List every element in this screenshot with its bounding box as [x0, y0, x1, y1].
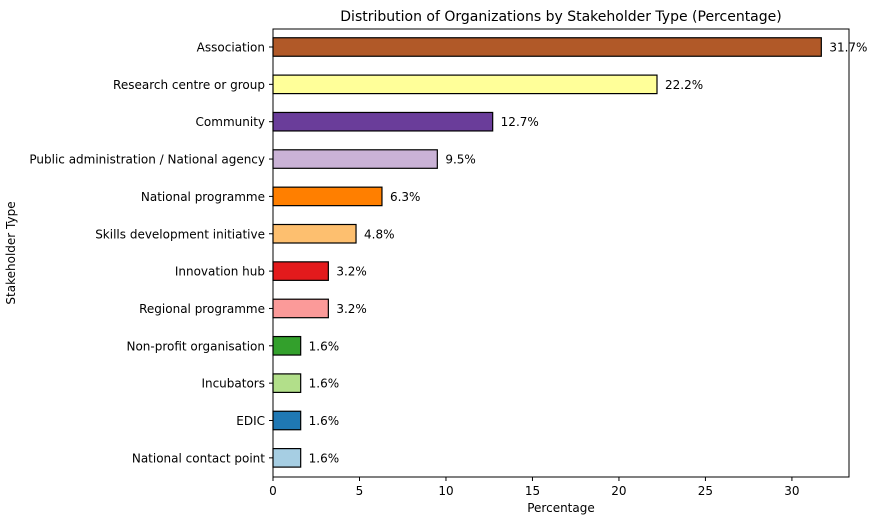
y-tick-label: Research centre or group [113, 78, 265, 92]
bar [272, 298, 329, 319]
data-label: 1.6% [309, 451, 340, 465]
y-tick-label: Skills development initiative [95, 227, 265, 241]
data-label: 31.7% [829, 41, 867, 55]
bar [272, 223, 357, 244]
bar [272, 149, 438, 169]
chart-title: Distribution of Organizations by Stakeho… [340, 9, 781, 25]
bar [272, 37, 822, 57]
bar [272, 261, 329, 281]
x-tick-label: 5 [356, 484, 364, 498]
data-label: 12.7% [501, 115, 539, 129]
y-tick-label: Regional programme [139, 302, 265, 316]
y-tick-label: National contact point [132, 451, 265, 465]
data-label: 22.2% [665, 78, 703, 92]
data-label: 3.2% [336, 302, 367, 316]
bar [272, 186, 383, 207]
plot-area: Association 31.7% Research centre or group… [29, 28, 867, 498]
bar [272, 410, 302, 431]
data-label: 4.8% [364, 227, 395, 241]
x-tick-label: 0 [269, 484, 277, 498]
x-axis-label: Percentage [527, 501, 595, 515]
y-tick-label: Incubators [201, 377, 265, 391]
y-tick-label: National programme [141, 190, 265, 204]
bar [272, 335, 302, 356]
bar [272, 111, 494, 132]
y-tick-label: EDIC [236, 414, 265, 428]
x-tick-label: 10 [438, 484, 453, 498]
data-label: 3.2% [336, 265, 367, 279]
data-label: 9.5% [445, 153, 476, 167]
x-tick-label: 30 [784, 484, 799, 498]
data-label: 1.6% [309, 377, 340, 391]
axes-frame [272, 28, 850, 478]
y-tick-label: Innovation hub [175, 265, 265, 279]
y-tick-label: Community [196, 115, 265, 129]
x-tick-label: 25 [698, 484, 713, 498]
y-axis-label: Stakeholder Type [4, 201, 18, 304]
data-label: 1.6% [309, 339, 340, 353]
data-label: 1.6% [309, 414, 340, 428]
bar [272, 74, 658, 95]
x-tick-label: 15 [525, 484, 540, 498]
y-tick-label: Public administration / National agency [29, 153, 265, 167]
bar [272, 448, 302, 468]
y-tick-label: Association [197, 41, 265, 55]
x-tick-label: 20 [611, 484, 626, 498]
data-label: 6.3% [390, 190, 421, 204]
y-tick-label: Non-profit organisation [126, 339, 265, 353]
bar [272, 373, 302, 393]
